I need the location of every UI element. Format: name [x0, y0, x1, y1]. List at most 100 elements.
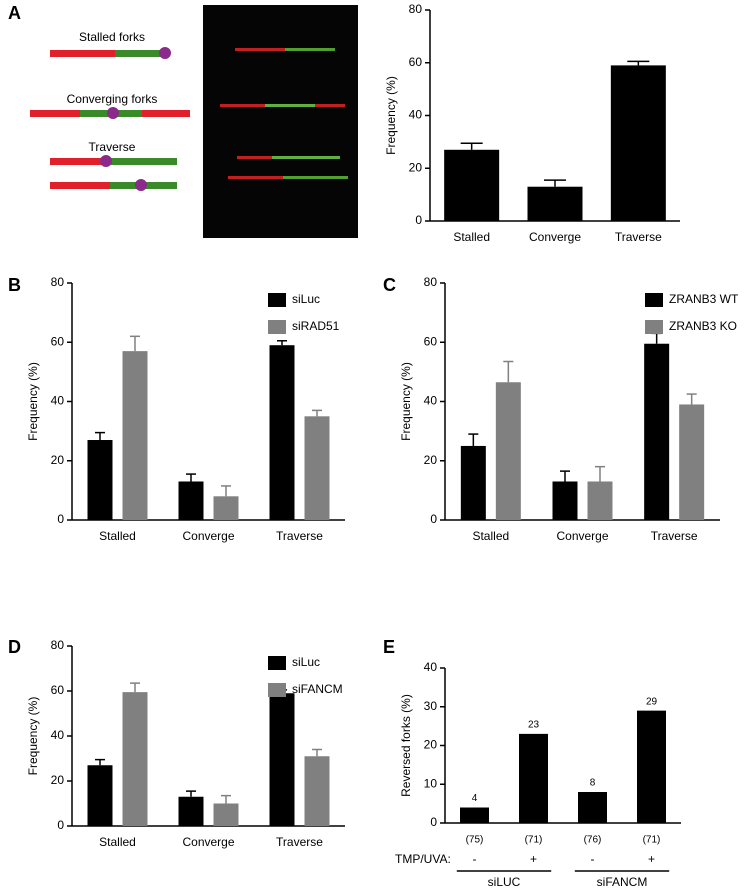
legend-label: siLuc: [292, 292, 320, 306]
y-tick-label: 20: [409, 160, 423, 174]
y-tick-label: 0: [57, 818, 64, 832]
y-axis-label: Frequency (%): [399, 362, 413, 441]
sign-label: +: [648, 852, 655, 866]
bar: [87, 440, 113, 520]
bar: [178, 481, 204, 520]
legend-swatch: [268, 293, 286, 307]
y-tick-label: 40: [424, 394, 438, 408]
y-tick-label: 60: [409, 55, 423, 69]
panel-label: E: [383, 637, 395, 657]
bar: [213, 496, 239, 520]
x-tick-label: (71): [643, 835, 661, 846]
bar: [610, 65, 666, 221]
bar: [527, 186, 583, 221]
x-tick-label: Stalled: [453, 230, 490, 244]
y-tick-label: 30: [424, 699, 438, 713]
y-tick-label: 20: [51, 453, 65, 467]
bar: [679, 404, 705, 520]
y-tick-label: 40: [51, 728, 65, 742]
legend-swatch: [268, 683, 286, 697]
legend-label: ZRANB3 KO: [669, 319, 737, 333]
panel-label: D: [8, 637, 21, 657]
x-tick-label: Traverse: [651, 529, 698, 543]
group-label: siFANCM: [597, 875, 648, 889]
diagram-label: Stalled forks: [79, 30, 145, 44]
bar: [122, 692, 148, 826]
x-tick-label: Converge: [556, 529, 608, 543]
y-tick-label: 80: [51, 638, 65, 652]
bar: [444, 149, 500, 221]
bar: [122, 351, 148, 520]
panel-label: C: [383, 275, 396, 295]
y-tick-label: 0: [57, 512, 64, 526]
legend-label: ZRANB3 WT: [669, 292, 739, 306]
x-tick-label: Stalled: [472, 529, 509, 543]
bar: [495, 382, 521, 520]
fork-diagram: Stalled forks Converging forks Traverse: [30, 30, 190, 191]
y-tick-label: 60: [51, 683, 65, 697]
data-label: 4: [472, 793, 478, 804]
y-axis-label: Frequency (%): [26, 362, 40, 441]
x-tick-label: Stalled: [99, 835, 136, 849]
legend-swatch: [645, 320, 663, 334]
group-label: siLUC: [488, 875, 521, 889]
legend-swatch: [268, 320, 286, 334]
bar: [269, 345, 295, 520]
y-tick-label: 40: [409, 108, 423, 122]
sign-label: -: [591, 852, 595, 866]
legend-label: siFANCM: [292, 682, 343, 696]
x-tick-label: Converge: [182, 529, 234, 543]
bar: [552, 481, 578, 520]
sign-label: -: [473, 852, 477, 866]
x-tick-label: Traverse: [615, 230, 662, 244]
microscopy-image: [203, 5, 358, 238]
x-tick-label: Converge: [529, 230, 581, 244]
y-tick-label: 40: [51, 394, 65, 408]
x-tick-label: Traverse: [276, 529, 323, 543]
y-tick-label: 80: [424, 275, 438, 289]
bar: [587, 481, 613, 520]
bar: [304, 756, 330, 826]
panel-label: B: [8, 275, 21, 295]
legend-label: siRAD51: [292, 319, 340, 333]
y-tick-label: 20: [424, 738, 438, 752]
y-tick-label: 0: [430, 512, 437, 526]
x-tick-label: (75): [466, 835, 484, 846]
bar: [304, 416, 330, 520]
y-tick-label: 0: [415, 213, 422, 227]
bar: [637, 710, 666, 823]
legend-swatch: [268, 656, 286, 670]
y-axis-label: Reversed forks (%): [399, 694, 413, 797]
y-axis-label: Frequency (%): [26, 697, 40, 776]
diagram-label: Traverse: [89, 140, 136, 154]
y-tick-label: 80: [51, 275, 65, 289]
data-label: 23: [528, 720, 540, 731]
bar: [460, 807, 489, 823]
y-tick-label: 20: [424, 453, 438, 467]
y-tick-label: 60: [424, 334, 438, 348]
x-tick-label: Stalled: [99, 529, 136, 543]
panel-label: A: [8, 3, 21, 23]
y-tick-label: 80: [409, 2, 423, 16]
x-tick-label: Converge: [182, 835, 234, 849]
bar: [87, 765, 113, 826]
bar: [519, 733, 548, 823]
bar: [578, 792, 607, 823]
x-tick-label: Traverse: [276, 835, 323, 849]
x-tick-label: (76): [584, 835, 602, 846]
bar: [269, 693, 295, 826]
legend-label: siLuc: [292, 655, 320, 669]
data-label: 8: [590, 778, 596, 789]
y-axis-label: Frequency (%): [384, 76, 398, 155]
y-tick-label: 0: [430, 815, 437, 829]
x-tick-label: (71): [525, 835, 543, 846]
bar: [460, 445, 486, 520]
bar: [644, 343, 670, 520]
sign-label: +: [530, 852, 537, 866]
y-tick-label: 10: [424, 776, 438, 790]
legend-swatch: [645, 293, 663, 307]
row-label: TMP/UVA:: [395, 852, 451, 866]
y-tick-label: 20: [51, 773, 65, 787]
y-tick-label: 60: [51, 334, 65, 348]
